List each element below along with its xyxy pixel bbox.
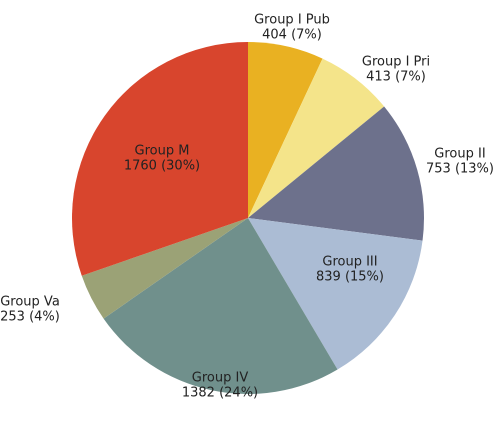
slice-label: Group M (135, 144, 190, 159)
pie-slice (248, 42, 323, 218)
slice-label: Group Va (0, 295, 60, 310)
pie-slice (248, 218, 423, 370)
slice-value-label: 1760 (30%) (124, 159, 200, 174)
pie-slice (248, 106, 424, 241)
slice-value-label: 404 (7%) (262, 28, 322, 43)
slice-label: Group III (322, 255, 377, 270)
pie-slice (103, 218, 338, 394)
slice-label: Group IV (192, 371, 249, 386)
slice-label: Group II (434, 147, 485, 162)
pie-slice (81, 218, 249, 319)
slice-value-label: 1382 (24%) (182, 386, 258, 401)
pie-slice (71, 42, 249, 276)
pie-slice (248, 58, 385, 218)
slice-label: Group I Pub (254, 13, 330, 28)
slice-value-label: 839 (15%) (316, 270, 384, 285)
slice-value-label: 753 (13%) (426, 162, 494, 177)
slice-value-label: 253 (4%) (0, 310, 60, 325)
slice-value-label: 413 (7%) (366, 70, 426, 85)
slice-label: Group I Pri (362, 55, 430, 70)
